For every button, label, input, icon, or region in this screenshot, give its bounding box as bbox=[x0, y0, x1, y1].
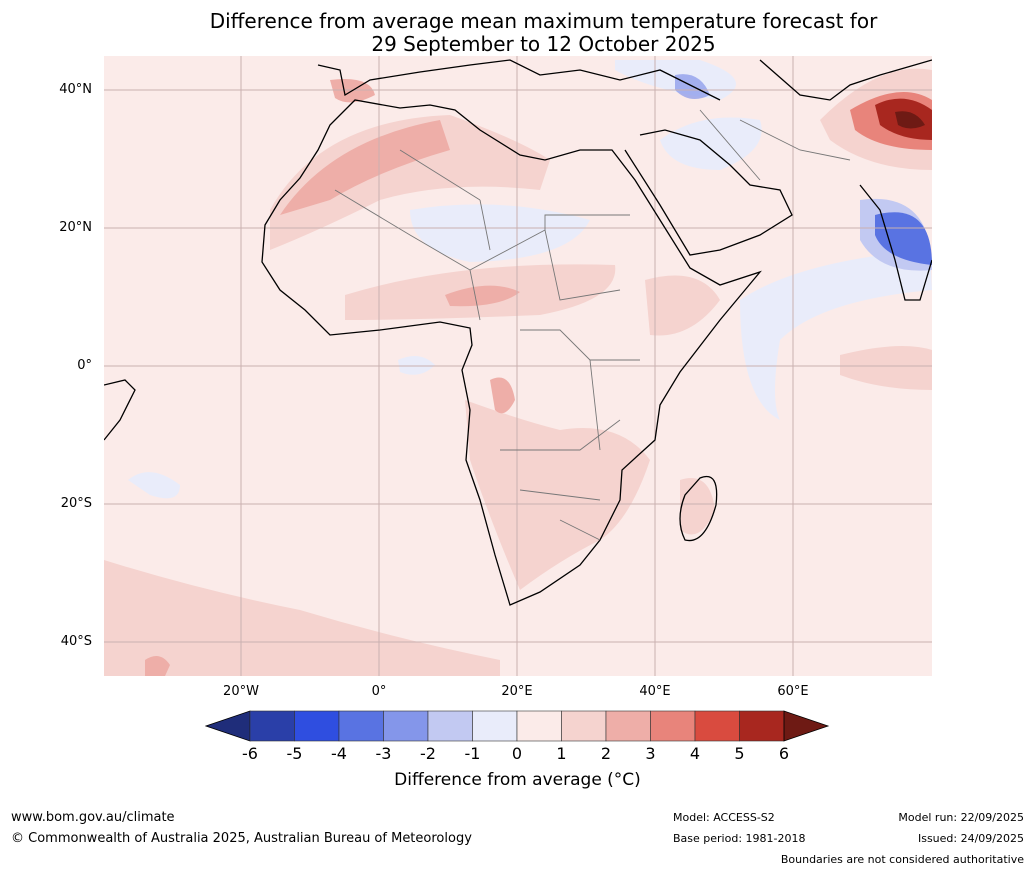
colorbar-bin bbox=[472, 710, 518, 742]
coastlines bbox=[104, 59, 932, 606]
colorbar-tick-label: -3 bbox=[375, 744, 392, 763]
issued-date: Issued: 24/09/2025 bbox=[917, 832, 1024, 845]
africa-coastline bbox=[261, 99, 762, 606]
colorbar-bin bbox=[383, 710, 429, 742]
colorbar-extend-low bbox=[205, 710, 251, 742]
colorbar-bin bbox=[294, 710, 340, 742]
model-run: Model run: 22/09/2025 bbox=[898, 811, 1024, 824]
colorbar-tick-label: 2 bbox=[600, 744, 612, 763]
south-america-coastline bbox=[104, 379, 136, 441]
colorbar-bin bbox=[249, 710, 295, 742]
boundaries-disclaimer: Boundaries are not considered authoritat… bbox=[780, 853, 1024, 866]
lat-label-40s: 40°S bbox=[60, 634, 92, 649]
map-title: Difference from average mean maximum tem… bbox=[0, 10, 1035, 56]
india-coastline bbox=[859, 184, 932, 301]
lat-label-0: 0° bbox=[77, 358, 92, 373]
colorbar-bin bbox=[694, 710, 740, 742]
copyright: © Commonwealth of Australia 2025, Austra… bbox=[11, 831, 472, 846]
colorbar-tick-label: -1 bbox=[464, 744, 481, 763]
colorbar-tick-label: -5 bbox=[286, 744, 303, 763]
website-link[interactable]: www.bom.gov.au/climate bbox=[11, 810, 175, 825]
title-line-1: Difference from average mean maximum tem… bbox=[209, 9, 878, 33]
colorbar-bin bbox=[338, 710, 384, 742]
gridlines bbox=[104, 56, 932, 676]
colorbar-bin bbox=[516, 710, 562, 742]
colorbar-bin bbox=[739, 710, 785, 742]
lat-label-20n: 20°N bbox=[59, 220, 92, 235]
colorbar-tick-label: 5 bbox=[734, 744, 745, 763]
anomaly-map bbox=[104, 56, 932, 676]
colorbar-bin bbox=[650, 710, 696, 742]
lon-label-40e: 40°E bbox=[639, 684, 671, 699]
europe-coastline bbox=[317, 59, 932, 101]
colorbar-tick-label: -2 bbox=[420, 744, 436, 763]
colorbar-bin bbox=[561, 710, 607, 742]
colorbar bbox=[205, 710, 830, 742]
colorbar-tick-label: 3 bbox=[645, 744, 656, 763]
colorbar-extend-high bbox=[783, 710, 830, 742]
lon-label-60e: 60°E bbox=[777, 684, 809, 699]
colorbar-title: Difference from average (°C) bbox=[394, 770, 641, 790]
base-period: Base period: 1981-2018 bbox=[673, 832, 806, 845]
colorbar-tick-label: 0 bbox=[511, 744, 523, 763]
colorbar-tick-label: 1 bbox=[556, 744, 567, 763]
madagascar-coastline bbox=[679, 476, 718, 542]
colorbar-tick-label: -4 bbox=[331, 744, 347, 763]
colorbar-bin bbox=[605, 710, 651, 742]
colorbar-tick-label: 4 bbox=[689, 744, 701, 763]
colorbar-tick-label: 6 bbox=[778, 744, 790, 763]
title-line-2: 29 September to 12 October 2025 bbox=[371, 32, 716, 56]
lon-label-20w: 20°W bbox=[223, 684, 259, 699]
lon-label-0: 0° bbox=[371, 684, 387, 699]
lat-label-20s: 20°S bbox=[60, 496, 92, 511]
arabia-coastline bbox=[624, 129, 793, 256]
colorbar-tick-label: -6 bbox=[242, 744, 258, 763]
model-label: Model: ACCESS-S2 bbox=[673, 811, 775, 824]
lon-label-20e: 20°E bbox=[501, 684, 533, 699]
colorbar-bin bbox=[427, 710, 473, 742]
country-borders bbox=[334, 109, 851, 541]
lat-label-40n: 40°N bbox=[59, 82, 92, 97]
